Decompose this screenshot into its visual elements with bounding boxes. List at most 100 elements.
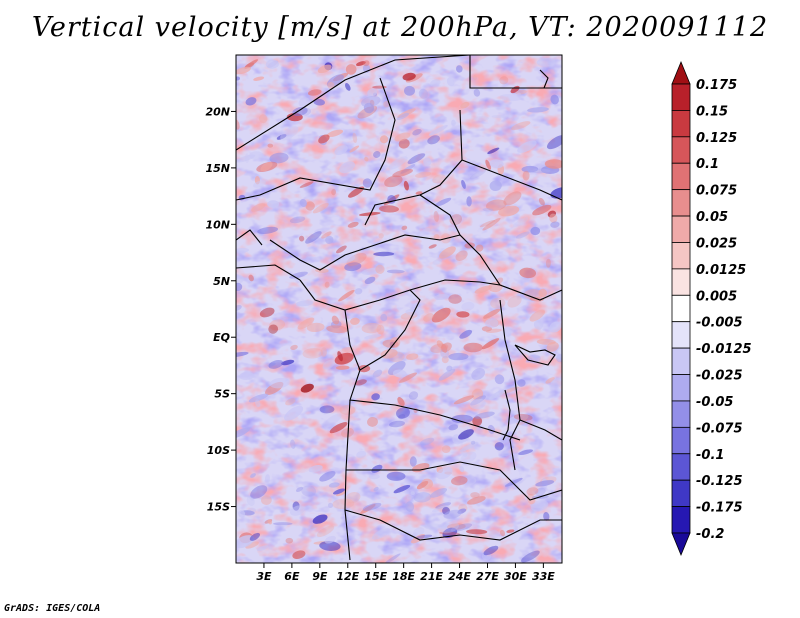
velocity-blob (397, 414, 406, 420)
velocity-blob (360, 504, 376, 514)
velocity-blob (317, 64, 332, 74)
border-line (236, 229, 263, 246)
velocity-blob (253, 180, 266, 188)
velocity-blob (246, 496, 255, 506)
velocity-blob (451, 414, 473, 424)
velocity-blob (408, 391, 419, 400)
velocity-blob (396, 407, 410, 419)
velocity-blob (321, 231, 332, 239)
colorbar-label: 0.025 (696, 236, 737, 251)
velocity-blob (350, 317, 360, 325)
velocity-blob (253, 76, 265, 81)
colorbar-segment (671, 189, 691, 217)
velocity-blob (297, 317, 315, 330)
velocity-blob (416, 534, 433, 539)
velocity-blob (469, 398, 486, 410)
y-tick-label: 20N (205, 105, 230, 118)
velocity-blob (394, 132, 411, 142)
velocity-blob (538, 197, 545, 206)
velocity-blob (363, 60, 370, 67)
velocity-blob (356, 450, 367, 459)
velocity-blob (338, 289, 355, 302)
velocity-blob (401, 225, 408, 230)
velocity-blob (269, 377, 290, 389)
velocity-blob (326, 325, 349, 334)
velocity-blob (257, 226, 279, 234)
x-axis: 3E 6E 9E 12E 15E 18E 21E 24E 27E 30E 33E (256, 563, 555, 583)
y-axis: 20N 15N 10N 5N EQ 5S 10S 15S (205, 105, 236, 514)
velocity-blob (335, 491, 347, 497)
velocity-blob (482, 217, 501, 231)
velocity-blob (268, 324, 279, 334)
velocity-blob (458, 429, 474, 440)
velocity-blob (463, 342, 483, 353)
x-tick-label: 18E (392, 570, 415, 583)
velocity-blob (399, 372, 417, 383)
velocity-blob (491, 114, 508, 119)
velocity-blob (546, 135, 562, 150)
velocity-blob (238, 510, 246, 518)
velocity-blob (312, 203, 329, 214)
velocity-blob (418, 88, 429, 99)
velocity-blob (364, 276, 376, 285)
velocity-blob (494, 442, 504, 451)
velocity-blob (302, 348, 324, 359)
velocity-blob (424, 523, 446, 531)
border-line (344, 509, 562, 541)
velocity-blob (289, 216, 306, 224)
velocity-blob (536, 57, 556, 67)
border-line (364, 109, 463, 226)
x-tick-label: 15E (364, 570, 387, 583)
border-line (236, 55, 471, 151)
velocity-blob (472, 75, 477, 81)
velocity-blob (466, 196, 472, 207)
velocity-blob (380, 135, 389, 144)
velocity-blob (327, 502, 334, 508)
velocity-blob (318, 134, 330, 144)
y-tick-label: 15S (207, 501, 230, 514)
velocity-blob (415, 191, 423, 195)
velocity-blob (501, 447, 520, 457)
y-tick-label: 5S (214, 388, 230, 401)
velocity-blob (550, 378, 562, 388)
velocity-blob (409, 456, 417, 467)
velocity-blob (543, 512, 550, 521)
velocity-blob (544, 159, 562, 169)
velocity-blob (489, 159, 504, 169)
velocity-blob (245, 153, 250, 163)
colorbar-top-arrow (671, 60, 691, 85)
velocity-blob (349, 145, 360, 153)
velocity-blob (415, 171, 432, 178)
velocity-blob (354, 288, 363, 295)
velocity-blob (339, 405, 356, 415)
velocity-blob (379, 205, 399, 213)
velocity-blob (517, 379, 526, 387)
velocity-blob (355, 61, 366, 67)
colorbar-segment (671, 294, 691, 323)
velocity-blob (373, 251, 395, 257)
velocity-blob (265, 59, 279, 69)
velocity-blob (335, 365, 350, 370)
velocity-blob (416, 481, 429, 490)
x-tick-label: 21E (420, 570, 443, 583)
velocity-blob (485, 159, 492, 170)
lake-outline (514, 344, 556, 366)
colorbar-label: -0.025 (696, 369, 743, 384)
velocity-blob (427, 135, 440, 145)
y-tick-label: 10S (207, 444, 230, 457)
velocity-blob (489, 180, 502, 192)
velocity-blob (389, 420, 405, 428)
velocity-blob (431, 307, 451, 323)
velocity-blob (469, 169, 487, 180)
colorbar-label: 0.15 (696, 104, 728, 119)
velocity-blob (428, 124, 448, 136)
velocity-blob (386, 269, 405, 274)
velocity-blob (549, 321, 562, 333)
velocity-blob (348, 186, 365, 198)
colorbar: 0.175 0.15 0.125 0.1 0.075 0.05 0.025 0.0125 0.0… (671, 60, 752, 557)
velocity-blob (305, 231, 322, 244)
velocity-blob (546, 341, 559, 352)
velocity-blob (517, 140, 537, 153)
velocity-blob (460, 451, 477, 464)
velocity-blob (511, 121, 531, 131)
